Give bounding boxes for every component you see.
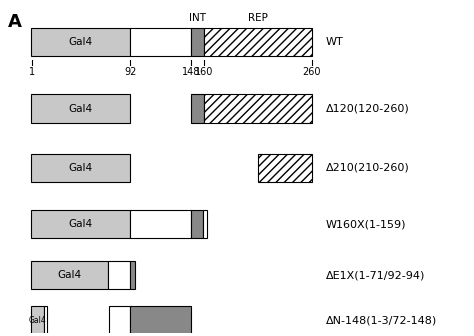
Text: REP: REP	[248, 13, 268, 24]
Bar	[31, 210, 130, 238]
Bar	[191, 28, 204, 56]
Bar	[203, 210, 207, 238]
Text: Gal4: Gal4	[57, 270, 82, 281]
Bar	[130, 261, 135, 289]
Text: ΔE1X(1-71/92-94): ΔE1X(1-71/92-94)	[326, 270, 425, 281]
Text: 148: 148	[182, 67, 200, 77]
Text: 92: 92	[124, 67, 137, 77]
Text: WT: WT	[326, 37, 344, 47]
Bar	[31, 306, 44, 334]
Text: W160X(1-159): W160X(1-159)	[326, 219, 407, 229]
Bar	[31, 154, 130, 182]
Text: 260: 260	[303, 67, 321, 77]
Bar	[130, 210, 191, 238]
Bar	[44, 306, 47, 334]
Text: ΔN-148(1-3/72-148): ΔN-148(1-3/72-148)	[326, 315, 437, 325]
Bar	[31, 28, 130, 56]
Text: Gal4: Gal4	[69, 37, 93, 47]
Text: Gal4: Gal4	[69, 219, 93, 229]
Bar	[204, 94, 312, 123]
Bar	[130, 28, 191, 56]
Text: Δ120(120-260): Δ120(120-260)	[326, 103, 410, 114]
Text: Gal4: Gal4	[28, 316, 46, 325]
Bar	[258, 154, 312, 182]
Text: Gal4: Gal4	[69, 103, 93, 114]
Bar	[108, 261, 130, 289]
Text: 1: 1	[29, 67, 35, 77]
Bar	[191, 210, 203, 238]
Bar	[130, 306, 191, 334]
Bar	[109, 306, 130, 334]
Bar	[31, 261, 108, 289]
Bar	[204, 28, 312, 56]
Text: Δ210(210-260): Δ210(210-260)	[326, 163, 410, 173]
Text: A: A	[8, 13, 21, 31]
Text: 160: 160	[195, 67, 213, 77]
Bar	[31, 94, 130, 123]
Text: Gal4: Gal4	[69, 163, 93, 173]
Bar	[191, 94, 204, 123]
Text: INT: INT	[189, 13, 206, 24]
